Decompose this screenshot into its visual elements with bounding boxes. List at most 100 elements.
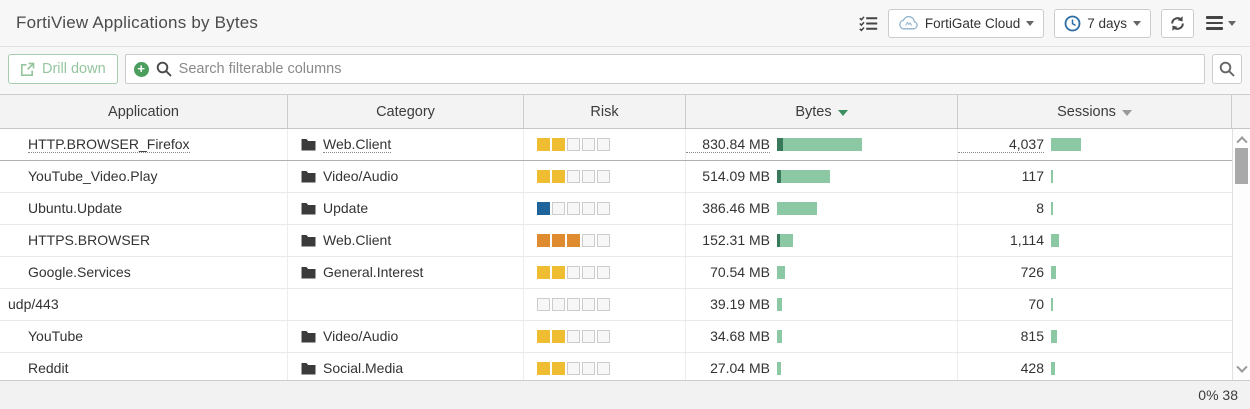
- sessions-cell: 1,114: [958, 225, 1232, 256]
- bytes-value[interactable]: 386.46 MB: [702, 200, 770, 216]
- drill-down-button[interactable]: Drill down: [8, 54, 118, 84]
- refresh-button[interactable]: [1161, 8, 1194, 38]
- sessions-bar-segment: [1051, 330, 1057, 343]
- sessions-value[interactable]: 1,114: [1010, 232, 1044, 248]
- chevron-down-icon: [1026, 20, 1035, 26]
- sessions-value[interactable]: 8: [1036, 200, 1044, 216]
- application-cell: Reddit: [0, 353, 288, 380]
- category-name[interactable]: Update: [323, 200, 369, 216]
- bytes-value[interactable]: 27.04 MB: [710, 360, 770, 376]
- bytes-bar-segment: [777, 298, 782, 311]
- folder-icon: [301, 202, 316, 215]
- sessions-value[interactable]: 815: [1020, 328, 1044, 344]
- category-name[interactable]: General.Interest: [323, 264, 424, 280]
- application-name[interactable]: YouTube: [28, 328, 84, 344]
- application-name[interactable]: HTTPS.BROWSER: [28, 232, 151, 248]
- vertical-scrollbar[interactable]: [1232, 129, 1250, 380]
- table-row[interactable]: HTTP.BROWSER_Firefox Web.Client 830.84 MB 4…: [0, 129, 1232, 161]
- time-period-dropdown[interactable]: 7 days: [1054, 8, 1151, 38]
- risk-cell: [524, 257, 686, 288]
- bytes-cell: 70.54 MB: [686, 257, 958, 288]
- bytes-value[interactable]: 34.68 MB: [710, 328, 770, 344]
- application-name[interactable]: YouTube_Video.Play: [28, 168, 158, 184]
- view-list-settings-icon[interactable]: [859, 15, 878, 32]
- sessions-value[interactable]: 117: [1021, 168, 1044, 184]
- sessions-cell: 117: [958, 161, 1232, 192]
- source-dropdown[interactable]: FortiGate Cloud: [887, 8, 1045, 38]
- risk-square: [552, 234, 565, 247]
- search-submit-button[interactable]: [1212, 54, 1242, 84]
- drill-down-label: Drill down: [42, 61, 106, 77]
- category-name[interactable]: Video/Audio: [323, 168, 399, 184]
- bytes-bar: [777, 298, 782, 311]
- risk-square: [582, 330, 595, 343]
- table-row[interactable]: HTTPS.BROWSER Web.Client 152.31 MB 1,114: [0, 225, 1232, 257]
- sessions-cell: 8: [958, 193, 1232, 224]
- bytes-value[interactable]: 830.84 MB: [686, 136, 770, 153]
- bytes-bar: [777, 362, 781, 375]
- table-row[interactable]: YouTube_Video.Play Video/Audio 514.09 MB 11…: [0, 161, 1232, 193]
- column-header-category[interactable]: Category: [288, 95, 524, 128]
- risk-square: [552, 170, 565, 183]
- column-header-risk[interactable]: Risk: [524, 95, 686, 128]
- scrollbar-down-button[interactable]: [1233, 361, 1250, 378]
- sessions-value[interactable]: 726: [1020, 264, 1044, 280]
- sessions-bar: [1051, 202, 1053, 215]
- application-name[interactable]: Google.Services: [28, 264, 131, 280]
- bytes-value[interactable]: 70.54 MB: [710, 264, 770, 280]
- sort-desc-icon: [1121, 109, 1132, 116]
- risk-cell: [524, 321, 686, 352]
- table-row[interactable]: Reddit Social.Media 27.04 MB 428: [0, 353, 1232, 380]
- category-name[interactable]: Web.Client: [323, 232, 392, 248]
- search-input[interactable]: [178, 61, 1196, 77]
- application-name[interactable]: HTTP.BROWSER_Firefox: [28, 136, 190, 153]
- folder-icon: [301, 170, 316, 183]
- risk-square: [582, 362, 595, 375]
- category-name[interactable]: Web.Client: [323, 136, 392, 153]
- risk-square: [552, 330, 565, 343]
- scrollbar-thumb[interactable]: [1235, 148, 1248, 184]
- risk-square: [567, 298, 580, 311]
- application-cell: HTTPS.BROWSER: [0, 225, 288, 256]
- sessions-bar: [1051, 170, 1053, 183]
- sessions-value[interactable]: 428: [1020, 360, 1044, 376]
- table-header: Application Category Risk Bytes Sessions: [0, 94, 1250, 129]
- application-cell: Google.Services: [0, 257, 288, 288]
- table-row[interactable]: YouTube Video/Audio 34.68 MB 815: [0, 321, 1232, 353]
- risk-square: [552, 202, 565, 215]
- bytes-bar: [777, 266, 785, 279]
- table-row[interactable]: udp/443 39.19 MB 70: [0, 289, 1232, 321]
- risk-square: [567, 330, 580, 343]
- bytes-value[interactable]: 514.09 MB: [702, 168, 770, 184]
- application-name[interactable]: udp/443: [8, 296, 59, 312]
- column-header-sessions[interactable]: Sessions: [958, 95, 1232, 128]
- risk-cell: [524, 193, 686, 224]
- add-filter-icon[interactable]: +: [133, 61, 149, 77]
- application-cell: Ubuntu.Update: [0, 193, 288, 224]
- bytes-value[interactable]: 39.19 MB: [710, 296, 770, 312]
- sessions-bar-segment: [1051, 362, 1055, 375]
- folder-icon: [301, 234, 316, 247]
- risk-square: [597, 234, 610, 247]
- category-name[interactable]: Video/Audio: [323, 328, 399, 344]
- sessions-value[interactable]: 4,037: [958, 136, 1044, 153]
- sessions-bar: [1051, 234, 1059, 247]
- risk-square: [567, 266, 580, 279]
- bytes-value[interactable]: 152.31 MB: [702, 232, 770, 248]
- bytes-bar-segment: [780, 234, 793, 247]
- application-name[interactable]: Ubuntu.Update: [28, 200, 123, 216]
- risk-square: [582, 266, 595, 279]
- table-row[interactable]: Google.Services General.Interest 70.54 MB 7…: [0, 257, 1232, 289]
- risk-square: [582, 234, 595, 247]
- application-name[interactable]: Reddit: [28, 360, 69, 376]
- sessions-bar: [1051, 330, 1057, 343]
- sessions-value[interactable]: 70: [1028, 296, 1044, 312]
- column-header-bytes[interactable]: Bytes: [686, 95, 958, 128]
- category-name[interactable]: Social.Media: [323, 360, 404, 376]
- title-bar: FortiView Applications by Bytes FortiGat…: [0, 0, 1250, 47]
- menu-button[interactable]: [1204, 16, 1238, 30]
- table-row[interactable]: Ubuntu.Update Update 386.46 MB 8: [0, 193, 1232, 225]
- column-header-application[interactable]: Application: [0, 95, 288, 128]
- scrollbar-up-button[interactable]: [1233, 131, 1250, 148]
